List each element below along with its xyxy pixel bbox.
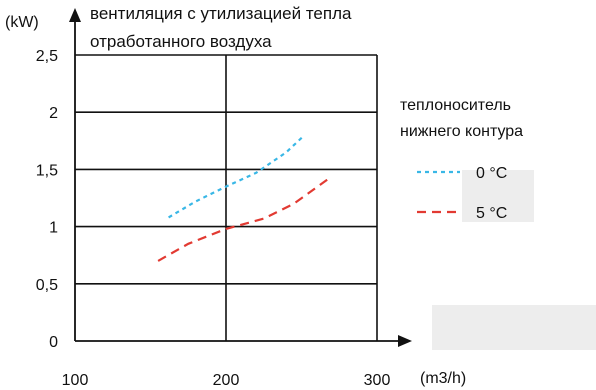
y-tick-label-4: 2 [49,105,58,122]
legend: теплоноситель нижнего контура 0 °C 5 °C [400,97,523,222]
legend-label-1: 5 °C [476,205,507,222]
x-axis-label: (m3/h) [420,370,466,387]
background-shading [432,170,596,350]
y-tick-label-2: 1 [49,220,58,237]
axes [69,8,412,347]
chart-title-line-1: вентиляция с утилизацией тепла [90,4,352,23]
legend-title-line-1: теплоноситель [400,97,511,114]
x-axis-arrow [398,335,412,347]
y-axis-arrow [69,8,81,22]
corner-shade [432,305,596,350]
chart-title-line-2: отработанного воздуха [90,32,272,51]
grid [75,54,378,341]
y-tick-label-0: 0 [49,334,58,351]
series-line-1 [157,177,330,262]
y-axis-label: (kW) [5,14,39,31]
legend-label-0: 0 °C [476,165,507,182]
x-tick-label-1: 200 [213,372,240,389]
series-line-0 [168,134,306,219]
tick-labels: 0 0,5 1 1,5 2 2,5 100 200 300 [36,48,391,389]
legend-title-line-2: нижнего контура [400,123,523,140]
legend-shade [462,170,534,222]
y-tick-label-3: 1,5 [36,162,58,179]
x-tick-label-0: 100 [62,372,89,389]
y-tick-label-1: 0,5 [36,277,58,294]
y-tick-label-5: 2,5 [36,48,58,65]
series-lines [157,134,330,262]
x-tick-label-2: 300 [364,372,391,389]
titles: вентиляция с утилизацией тепла отработан… [5,4,466,387]
